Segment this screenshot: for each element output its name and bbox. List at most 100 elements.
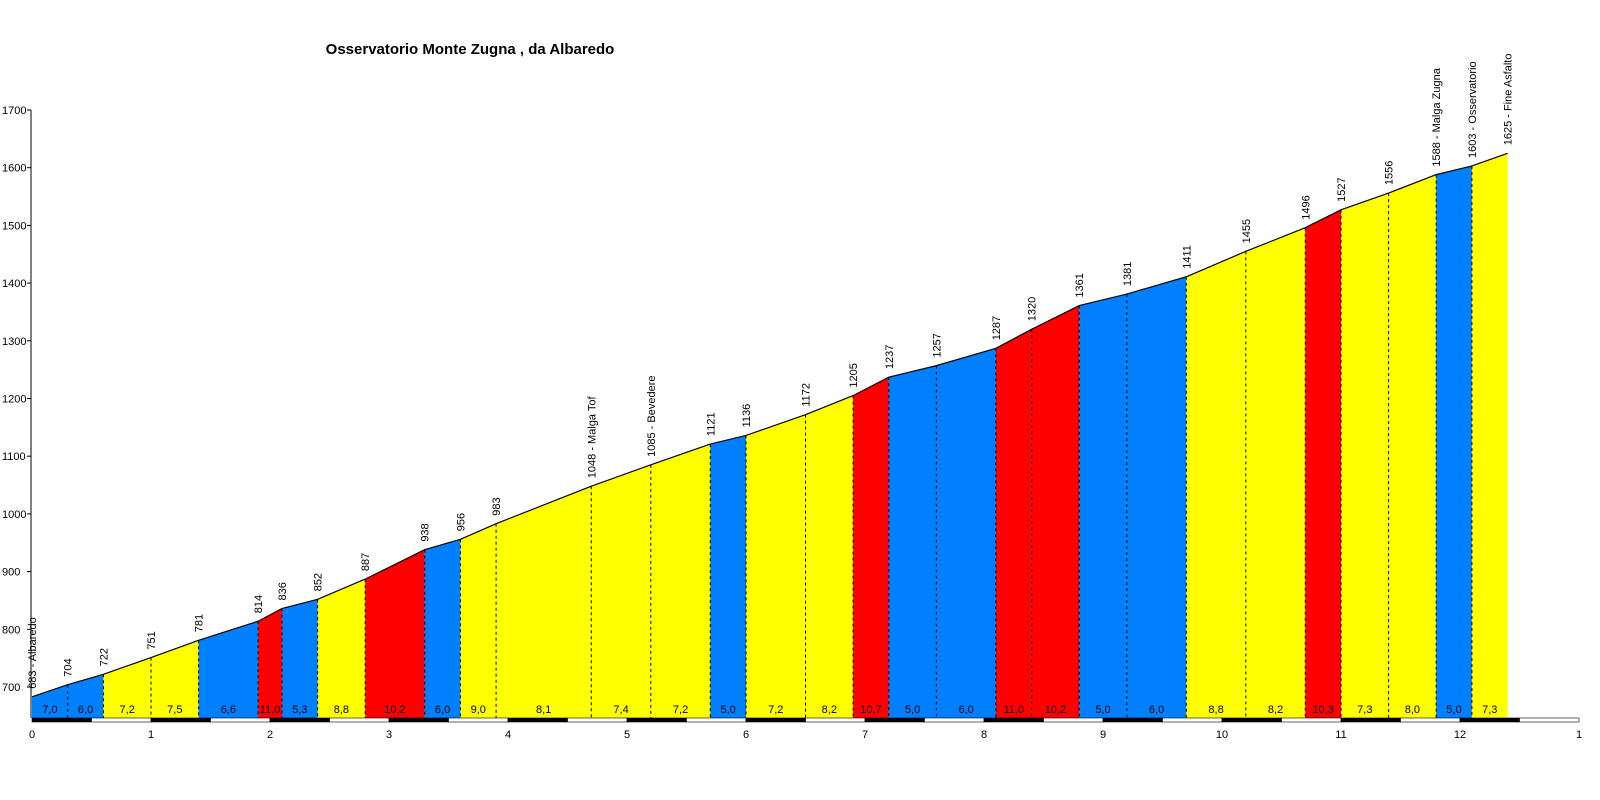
km-bar-segment <box>1281 717 1342 723</box>
y-tick-label: 1200 <box>2 394 26 406</box>
gradient-label: 6,0 <box>435 704 450 716</box>
gradient-label: 9,0 <box>471 704 486 716</box>
profile-segments <box>32 153 1508 719</box>
km-bar-segment <box>745 717 806 723</box>
elevation-label: 1603 - Osservatorio <box>1467 61 1479 158</box>
segment-area <box>1079 294 1127 718</box>
gradient-label: 5,0 <box>1446 704 1461 716</box>
y-tick-label: 1400 <box>2 278 26 290</box>
elevation-label: 887 <box>360 553 372 571</box>
gradient-label: 7,2 <box>768 704 783 716</box>
segment-area <box>1031 305 1080 718</box>
gradient-label: 7,2 <box>120 704 135 716</box>
segment-area <box>805 395 854 718</box>
km-bar-segment <box>1400 717 1461 723</box>
x-tick-label: 9 <box>1100 729 1106 741</box>
x-tick-label: 8 <box>981 729 987 741</box>
km-bar-segment <box>626 717 687 723</box>
km-bar-segment <box>983 717 1044 723</box>
km-bar-segment <box>924 717 985 723</box>
segment-area <box>496 486 592 718</box>
gradient-label: 5,3 <box>292 704 307 716</box>
segment-area <box>198 621 259 718</box>
x-tick-label: 4 <box>505 729 511 741</box>
elevation-label: 1625 - Fine Asfalto <box>1503 54 1515 146</box>
elevation-label: 751 <box>146 631 158 649</box>
km-bar-segment <box>448 717 509 723</box>
segment-area <box>103 657 151 718</box>
y-tick-label: 1600 <box>2 163 26 175</box>
km-bar-segment <box>91 717 152 723</box>
gradient-label: 5,0 <box>721 704 736 716</box>
segment-area <box>1471 153 1508 718</box>
elevation-label: 1496 <box>1300 195 1312 219</box>
segment-area <box>853 377 889 718</box>
segment-area <box>710 435 746 718</box>
profile-line <box>31 152 1508 698</box>
segment-area <box>281 599 318 718</box>
segment-area <box>258 608 282 718</box>
y-tick-label: 1000 <box>2 509 26 521</box>
y-axis: 700 800 900 1000 1100 1200 1300 1400 1500 1600 170… <box>2 105 32 718</box>
km-bar-segment <box>1102 717 1163 723</box>
y-tick-label: 700 <box>2 682 20 694</box>
gradient-label: 6,6 <box>221 704 236 716</box>
gradient-label: 11,0 <box>260 704 281 716</box>
elevation-label: 1136 <box>741 404 753 428</box>
elevation-label: 1320 <box>1027 297 1039 321</box>
gradient-label: 8,0 <box>1405 704 1420 716</box>
segment-area <box>1305 209 1341 719</box>
x-axis: 0 1 2 3 4 5 6 7 8 9 10 11 12 1 <box>29 717 1582 741</box>
gradient-label: 8,2 <box>1268 704 1283 716</box>
segment-area <box>1126 276 1187 718</box>
gradient-label: 5,0 <box>1095 704 1110 716</box>
segment-area <box>1245 227 1306 718</box>
km-bar-segment <box>1459 717 1520 723</box>
km-bar-segment <box>388 717 449 723</box>
elevation-label: 1411 <box>1181 245 1193 269</box>
km-bar-segment <box>150 717 211 723</box>
km-bar-segment <box>1519 717 1580 723</box>
x-tick-label: 2 <box>267 729 273 741</box>
km-bar-segment <box>864 717 925 723</box>
elevation-label: 1205 <box>848 363 860 387</box>
gradient-label: 7,2 <box>673 704 688 716</box>
elevation-label: 1556 <box>1384 161 1396 185</box>
km-bar-segment <box>329 717 390 723</box>
elevation-label: 1455 <box>1241 219 1253 243</box>
km-bar-segment <box>805 717 866 723</box>
segment-area <box>317 579 366 718</box>
segment-area <box>32 684 68 718</box>
elevation-label: 1237 <box>884 345 896 369</box>
elevation-label: 1361 <box>1074 273 1086 297</box>
y-tick-label: 1300 <box>2 336 26 348</box>
segment-area <box>746 414 806 718</box>
elevation-label: 1381 <box>1122 262 1134 286</box>
elevation-label: 1121 <box>705 412 717 436</box>
gradient-label: 7,5 <box>167 704 182 716</box>
elevation-label: 1588 - Malga Zugna <box>1431 67 1443 166</box>
elevation-label: 683 - Albaredo <box>27 617 39 689</box>
elevation-label: 781 <box>194 614 206 632</box>
y-tick-label: 800 <box>2 624 20 636</box>
gradient-labels: 7,0 6,0 7,2 7,5 6,6 11,0 5,3 8,8 10,2 6,0 9,0 8,1 7,… <box>42 704 1497 716</box>
gradient-label: 6,0 <box>78 704 93 716</box>
km-bar-segment <box>1043 717 1104 723</box>
segment-area <box>1388 174 1437 718</box>
segment-area <box>1436 165 1472 718</box>
x-tick-label: 7 <box>862 729 868 741</box>
elevation-label: 1257 <box>931 333 943 357</box>
km-bar-segment <box>210 717 271 723</box>
x-tick-label: 12 <box>1454 729 1466 741</box>
profile-line <box>31 152 1508 698</box>
x-tick-label: 3 <box>386 729 392 741</box>
km-bar-segment <box>31 717 92 723</box>
chart-title: Osservatorio Monte Zugna , da Albaredo <box>326 41 615 58</box>
km-bar-segment <box>686 717 747 723</box>
x-tick-label: 10 <box>1216 729 1228 741</box>
x-tick-label: 6 <box>743 729 749 741</box>
gradient-label: 7,0 <box>42 704 57 716</box>
elevation-label: 1085 - Bevedere <box>646 376 658 457</box>
y-tick-label: 1700 <box>2 105 26 117</box>
